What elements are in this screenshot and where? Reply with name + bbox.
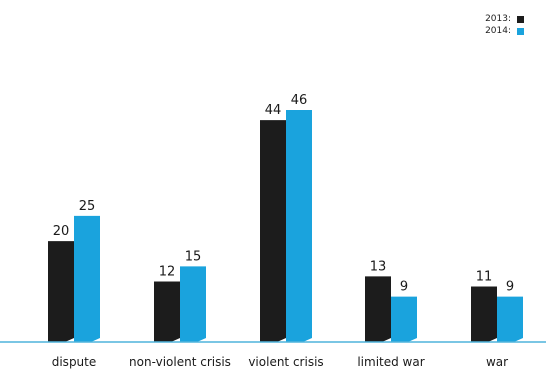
legend-item-2014: 2014: [485,25,524,37]
legend: 2013: 2014: [485,13,524,37]
category-label-4: war [486,355,508,369]
category-label-0: dispute [52,355,97,369]
bar-2014-1 [180,266,206,342]
data-label-2013-0: 20 [53,224,70,239]
category-label-3: limited war [357,355,424,369]
legend-label-2014: 2014: [485,26,511,36]
data-label-2014-2: 46 [291,93,308,108]
bar-2014-2 [286,110,312,342]
data-label-2014-4: 9 [506,280,514,295]
data-label-2014-1: 15 [185,249,202,264]
data-label-2013-2: 44 [265,103,282,118]
data-label-2014-3: 9 [400,280,408,295]
bar-2013-4 [471,286,497,342]
data-label-2013-3: 13 [370,259,387,274]
bar-2014-0 [74,215,100,342]
data-label-2013-4: 11 [476,270,493,285]
category-label-1: non-violent crisis [129,355,231,369]
data-label-2013-1: 12 [159,264,176,279]
bar-2013-2 [260,120,286,342]
bar-2014-4 [497,296,523,342]
legend-item-2013: 2013: [485,13,524,25]
legend-swatch-2014 [517,27,524,35]
bar-2014-3 [391,296,417,342]
bar-2013-3 [365,276,391,342]
bar-2013-1 [154,281,180,342]
category-label-2: violent crisis [248,355,323,369]
legend-swatch-2013 [517,15,524,23]
data-label-2014-0: 25 [79,199,96,214]
bar-2013-0 [48,241,74,342]
legend-label-2013: 2013: [485,14,511,24]
